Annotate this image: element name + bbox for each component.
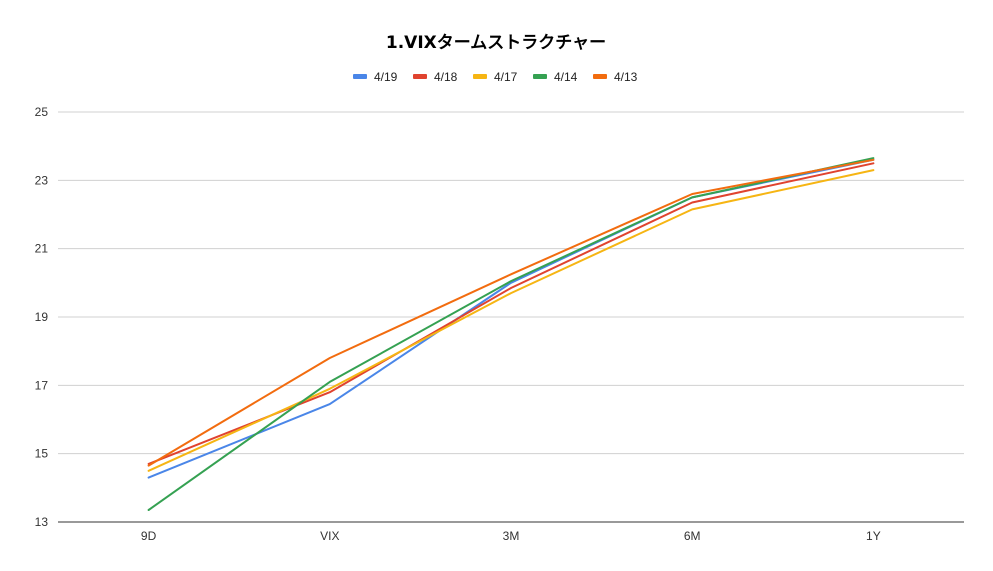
- legend-swatch: [533, 74, 547, 79]
- legend-swatch: [353, 74, 367, 79]
- legend-label: 4/14: [554, 70, 578, 84]
- x-tick-label: VIX: [320, 529, 339, 543]
- x-tick-label: 1Y: [866, 529, 881, 543]
- legend-swatch: [473, 74, 487, 79]
- y-tick-label: 21: [35, 242, 49, 256]
- series-line-4-13: [147, 158, 875, 467]
- chart-title: 1.VIXタームストラクチャー: [386, 33, 606, 53]
- x-tick-label: 6M: [684, 529, 701, 543]
- y-tick-label: 17: [35, 378, 49, 392]
- x-tick-label: 9D: [141, 529, 157, 543]
- y-tick-label: 25: [35, 105, 49, 119]
- legend-swatch: [593, 74, 607, 79]
- series-line-4-14: [147, 157, 875, 511]
- y-tick-label: 15: [35, 447, 49, 461]
- legend-label: 4/19: [374, 70, 398, 84]
- series-line-4-19: [147, 158, 875, 479]
- y-tick-label: 23: [35, 173, 49, 187]
- legend-label: 4/18: [434, 70, 458, 84]
- series-line-4-18: [147, 162, 875, 465]
- y-tick-label: 13: [35, 515, 49, 529]
- x-axis-ticks: 9D VIX 3M 6M 1Y: [141, 529, 881, 543]
- legend-label: 4/17: [494, 70, 518, 84]
- y-axis-ticks: 13 15 17 19 21 23 25: [35, 105, 49, 529]
- legend-label: 4/13: [614, 70, 638, 84]
- y-tick-label: 19: [35, 310, 49, 324]
- series-lines: [147, 157, 875, 511]
- chart-legend: 4/19 4/18 4/17 4/14 4/13: [353, 70, 638, 84]
- legend-swatch: [413, 74, 427, 79]
- x-tick-label: 3M: [503, 529, 520, 543]
- series-line-4-17: [147, 169, 875, 472]
